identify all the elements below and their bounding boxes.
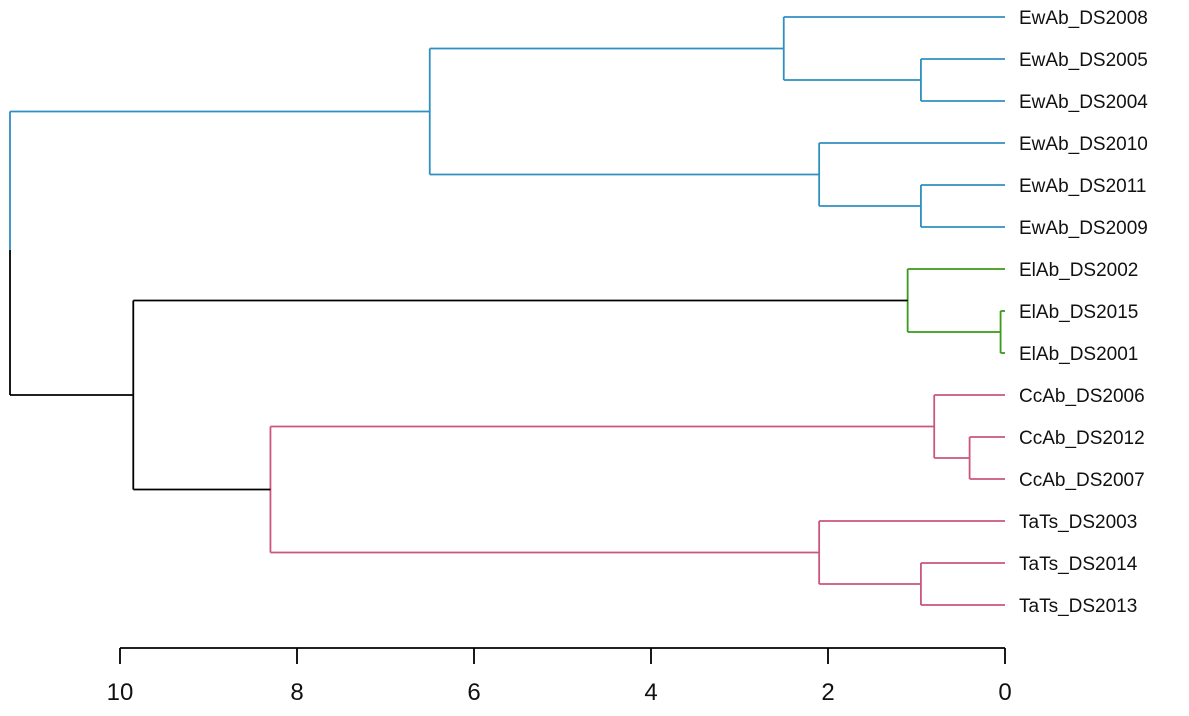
leaf-label: EwAb_DS2004 [1019,92,1148,113]
x-tick-label: 0 [998,679,1011,706]
leaf-label: EwAb_DS2009 [1019,218,1148,239]
leaf-labels: EwAb_DS2008 EwAb_DS2005 EwAb_DS2004 EwAb_DS… [1019,8,1148,617]
leaf-label: TaTs_DS2003 [1019,512,1137,533]
x-tick-label: 4 [644,679,657,706]
x-tick-label: 6 [467,679,480,706]
leaf-label: ElAb_DS2015 [1019,302,1138,323]
leaf-label: CcAb_DS2012 [1019,428,1145,449]
x-tick-label: 8 [290,679,303,706]
leaf-label: TaTs_DS2014 [1019,554,1138,575]
leaf-label: EwAb_DS2008 [1019,8,1148,29]
x-tick-label: 10 [107,679,134,706]
leaf-label: EwAb_DS2011 [1019,176,1146,197]
leaf-label: ElAb_DS2001 [1019,344,1138,365]
leaf-label: CcAb_DS2006 [1019,386,1145,407]
x-axis: 10 8 6 4 2 0 [107,647,1012,706]
leaf-label: EwAb_DS2005 [1019,50,1148,71]
leaf-label: EwAb_DS2010 [1019,134,1148,155]
leaf-label: TaTs_DS2013 [1019,596,1137,617]
x-tick-label: 2 [821,679,834,706]
leaf-label: ElAb_DS2002 [1019,260,1138,281]
dendrogram-branches [9,16,1005,606]
leaf-label: CcAb_DS2007 [1019,470,1145,491]
